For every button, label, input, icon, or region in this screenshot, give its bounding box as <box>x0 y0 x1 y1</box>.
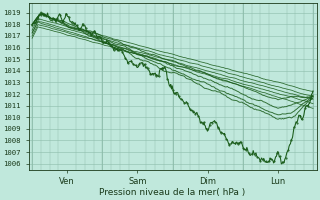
X-axis label: Pression niveau de la mer( hPa ): Pression niveau de la mer( hPa ) <box>100 188 246 197</box>
